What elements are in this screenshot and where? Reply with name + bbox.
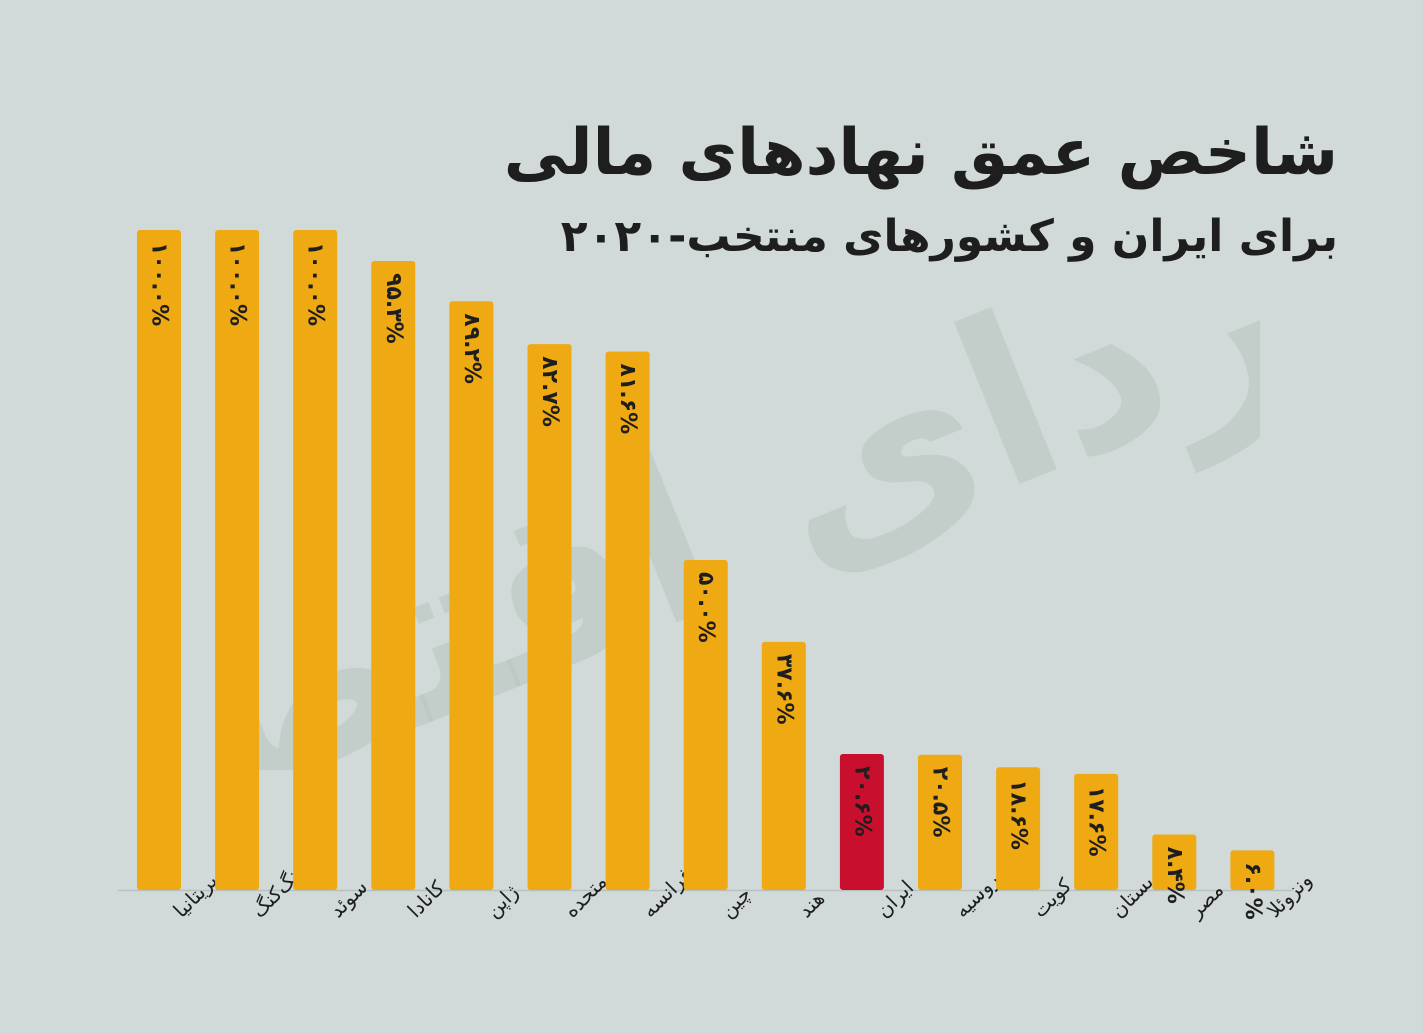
value-label-2: ۱۰۰.۰%	[303, 242, 328, 326]
bar-4	[449, 301, 494, 890]
value-label-3: ۹۵.۳%	[381, 273, 406, 344]
bar-13	[1152, 834, 1197, 890]
title-block: شاخص عمق نهادهای مالی برای ایران و کشوره…	[504, 105, 1338, 269]
value-label-10: ۲۰.۵%	[928, 767, 953, 838]
chart-subtitle: برای ایران و کشورهای منتخب-۲۰۲۰	[560, 211, 1338, 262]
category-label-8: هند	[793, 886, 829, 922]
bar-7	[683, 560, 728, 890]
bar-12	[1074, 773, 1119, 890]
bar-0	[137, 230, 181, 890]
value-label-7: ۵۰.۰%	[693, 572, 718, 643]
bar-11	[996, 767, 1041, 890]
value-label-9: ۲۰.۶%	[849, 766, 874, 837]
bar-8	[761, 641, 806, 890]
value-label-11: ۱۸.۶%	[1006, 779, 1031, 850]
bar-1	[215, 230, 260, 890]
value-label-12: ۱۷.۶%	[1084, 786, 1109, 857]
value-label-0: ۱۰۰.۰%	[147, 242, 172, 326]
value-label-1: ۱۰۰.۰%	[225, 242, 250, 326]
value-label-8: ۳۷.۶%	[771, 654, 796, 725]
chart-title: شاخص عمق نهادهای مالی	[503, 116, 1338, 190]
value-label-13: ۸.۴%	[1162, 847, 1187, 904]
bar-5	[527, 344, 572, 890]
bar-14	[1230, 850, 1275, 890]
bar-6	[605, 351, 650, 890]
bar-10	[918, 754, 962, 890]
value-label-14: ۶.۰%	[1240, 862, 1265, 919]
bar-3	[371, 261, 416, 890]
value-label-4: ۸۹.۲%	[459, 313, 484, 384]
bar-9	[839, 754, 884, 890]
value-label-6: ۸۱.۶%	[615, 363, 640, 434]
bar-2	[293, 230, 338, 890]
value-label-5: ۸۲.۷%	[537, 356, 562, 427]
